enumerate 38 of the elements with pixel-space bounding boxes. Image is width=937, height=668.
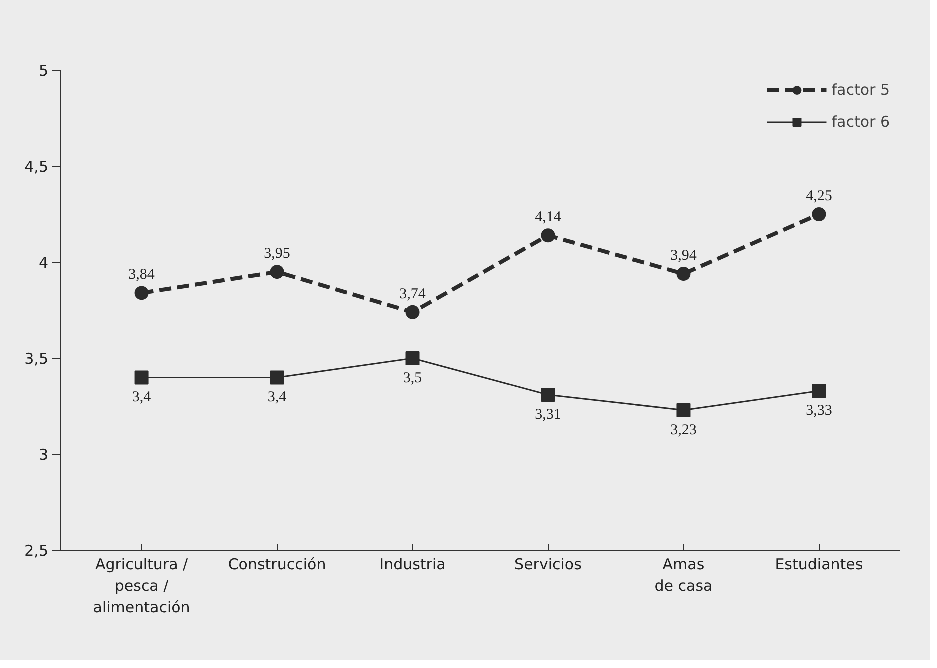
point (270, 265, 284, 280)
x-tick-label: Servicios (514, 556, 582, 574)
data-label: 3,5 (403, 370, 422, 386)
point (406, 352, 420, 366)
x-tick-label: Construcción (228, 556, 326, 574)
data-label: 3,84 (128, 267, 156, 284)
y-tick-label: 2,5 (24, 542, 49, 560)
data-label: 3,4 (132, 390, 152, 406)
point (134, 286, 149, 300)
data-label: 4,14 (535, 210, 562, 226)
x-tick-label: Industria (380, 556, 446, 574)
x-tick-label: Agricultura / pesca / alimentación (93, 556, 190, 617)
legend-label: factor 5 (832, 81, 890, 99)
data-label: 3,31 (535, 406, 562, 423)
point (406, 305, 420, 320)
point (541, 388, 556, 402)
y-tick-label: 4,5 (24, 158, 49, 176)
y-tick-label: 4 (38, 254, 49, 272)
data-label: 4,25 (806, 188, 832, 204)
point (676, 267, 691, 282)
point (812, 384, 826, 398)
legend-label: factor 6 (832, 113, 890, 131)
data-label: 3,94 (670, 248, 698, 264)
x-tick-label: Estudiantes (775, 556, 864, 574)
data-label: 3,23 (670, 422, 697, 438)
y-tick-label: 5 (38, 62, 49, 80)
point (134, 370, 149, 385)
data-label: 3,4 (268, 390, 288, 406)
point (812, 208, 826, 222)
data-label: 3,74 (400, 286, 426, 302)
data-label: 3,33 (806, 403, 832, 420)
point (270, 370, 284, 385)
data-label: 3,95 (264, 246, 290, 262)
point (676, 403, 691, 418)
point (541, 228, 556, 243)
x-tick-label: Amas de casa (654, 556, 713, 596)
y-tick-label: 3,5 (24, 350, 49, 368)
y-tick-label: 3 (38, 446, 49, 464)
